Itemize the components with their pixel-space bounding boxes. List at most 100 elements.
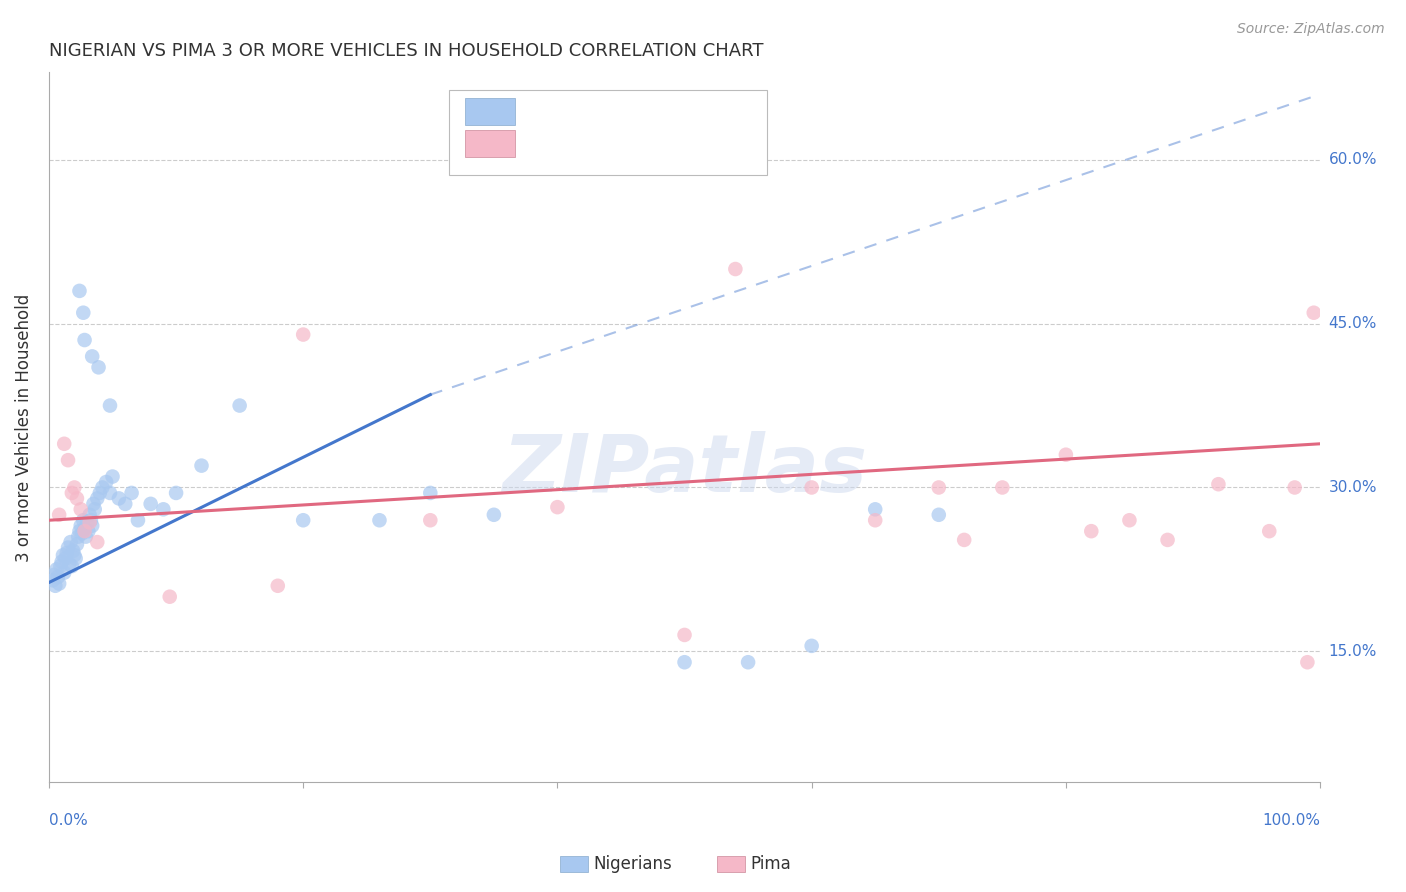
Point: [546, 500, 568, 515]
Point: [139, 497, 162, 511]
Point: [79, 508, 101, 522]
Point: [419, 486, 441, 500]
Point: [152, 502, 174, 516]
Text: Nigerians: Nigerians: [593, 855, 672, 873]
Point: [121, 486, 143, 500]
Point: [673, 628, 696, 642]
Point: [98, 486, 121, 500]
Point: [101, 469, 124, 483]
Point: [49, 559, 72, 574]
Point: [73, 333, 96, 347]
Point: [82, 518, 104, 533]
Point: [58, 557, 80, 571]
Point: [953, 533, 976, 547]
Point: [80, 513, 103, 527]
Point: [48, 508, 70, 522]
FancyBboxPatch shape: [464, 130, 516, 157]
Point: [673, 655, 696, 669]
Point: [53, 437, 76, 451]
Point: [73, 522, 96, 536]
Point: [419, 513, 441, 527]
Point: [69, 502, 91, 516]
Point: [1284, 481, 1306, 495]
Point: [991, 481, 1014, 495]
Point: [72, 513, 94, 527]
Point: [83, 502, 105, 516]
Point: [1258, 524, 1281, 538]
Text: R = 0.434: R = 0.434: [534, 103, 617, 120]
Point: [75, 530, 97, 544]
Point: [63, 548, 86, 562]
Point: [292, 327, 315, 342]
Point: [98, 399, 121, 413]
Text: 60.0%: 60.0%: [1329, 153, 1376, 168]
Point: [87, 360, 110, 375]
Point: [42, 574, 65, 588]
Text: 45.0%: 45.0%: [1329, 316, 1376, 331]
Text: R = 0.250: R = 0.250: [534, 135, 617, 153]
Point: [67, 530, 90, 544]
Point: [72, 306, 94, 320]
Point: [928, 481, 950, 495]
Text: N = 58: N = 58: [655, 103, 713, 120]
Point: [89, 486, 111, 500]
Point: [73, 524, 96, 538]
Text: Source: ZipAtlas.com: Source: ZipAtlas.com: [1237, 22, 1385, 37]
Text: 100.0%: 100.0%: [1263, 813, 1320, 828]
Point: [863, 513, 886, 527]
Point: [863, 502, 886, 516]
Point: [292, 513, 315, 527]
Point: [55, 551, 77, 566]
Point: [108, 491, 131, 506]
Y-axis label: 3 or more Vehicles in Household: 3 or more Vehicles in Household: [15, 293, 32, 562]
Point: [159, 590, 181, 604]
Point: [69, 284, 91, 298]
Point: [91, 481, 114, 495]
Point: [76, 516, 98, 530]
Point: [46, 570, 69, 584]
Point: [800, 481, 823, 495]
Point: [60, 486, 83, 500]
Point: [52, 548, 75, 562]
Point: [482, 508, 505, 522]
Point: [59, 535, 82, 549]
Point: [928, 508, 950, 522]
Point: [165, 486, 187, 500]
Text: NIGERIAN VS PIMA 3 OR MORE VEHICLES IN HOUSEHOLD CORRELATION CHART: NIGERIAN VS PIMA 3 OR MORE VEHICLES IN H…: [49, 42, 763, 60]
Point: [1296, 655, 1319, 669]
Text: 0.0%: 0.0%: [49, 813, 87, 828]
Point: [724, 262, 747, 277]
Text: 30.0%: 30.0%: [1329, 480, 1376, 495]
Point: [82, 497, 104, 511]
FancyBboxPatch shape: [450, 90, 768, 176]
Point: [60, 559, 83, 574]
Point: [45, 562, 67, 576]
Point: [69, 518, 91, 533]
Point: [800, 639, 823, 653]
Point: [79, 516, 101, 530]
Point: [1080, 524, 1102, 538]
Point: [70, 526, 93, 541]
Point: [114, 497, 136, 511]
Point: [228, 399, 250, 413]
Point: [1208, 477, 1230, 491]
Point: [66, 537, 89, 551]
Point: [44, 579, 66, 593]
Point: [1054, 448, 1077, 462]
Point: [63, 481, 86, 495]
Point: [86, 535, 108, 549]
Text: N = 31: N = 31: [655, 135, 713, 153]
Point: [86, 491, 108, 506]
Point: [65, 551, 87, 566]
Point: [267, 579, 290, 593]
Text: ZIPatlas: ZIPatlas: [502, 431, 868, 509]
Point: [56, 453, 79, 467]
Point: [1156, 533, 1178, 547]
Point: [368, 513, 391, 527]
Text: Pima: Pima: [751, 855, 792, 873]
Point: [55, 546, 77, 560]
Point: [48, 576, 70, 591]
Point: [62, 544, 84, 558]
Point: [42, 567, 65, 582]
Point: [1302, 306, 1324, 320]
